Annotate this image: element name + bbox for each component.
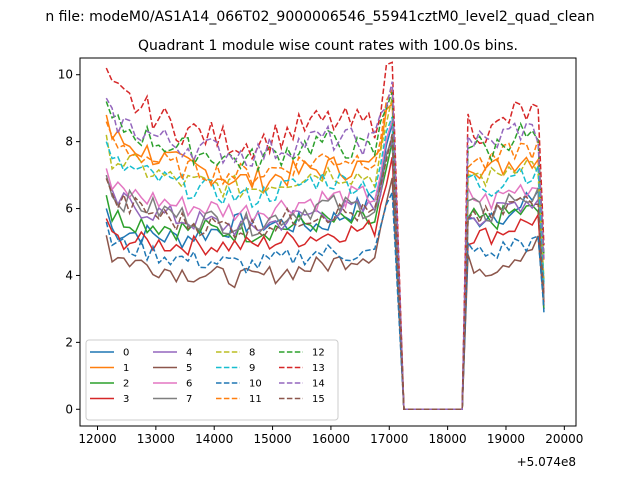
y-tick-label: 4 (65, 268, 73, 282)
y-tick-label: 0 (65, 402, 73, 416)
series-line-15 (105, 133, 545, 411)
legend-label-12: 12 (312, 348, 325, 359)
y-tick-label: 2 (65, 335, 73, 349)
axes-frame (79, 57, 577, 427)
series-line-5 (105, 177, 545, 411)
x-tick-label: 16000 (312, 432, 350, 446)
legend-label-7: 7 (186, 394, 192, 405)
x-axis: 12000 13000 14000 15000 16000 17000 18000 19000… (78, 426, 583, 446)
legend-label-6: 6 (186, 379, 192, 390)
chart-title: Quadrant 1 module wise count rates with … (138, 38, 518, 54)
x-tick-label: 20000 (545, 432, 583, 446)
y-axis: 0 2 4 6 8 10 (58, 68, 80, 416)
series-line-13 (105, 61, 545, 411)
series-line-4 (105, 139, 545, 411)
legend-label-2: 2 (123, 379, 129, 390)
series-line-3 (105, 157, 545, 411)
series-line-12 (105, 91, 545, 411)
series-line-8 (105, 97, 545, 411)
series-line-11 (105, 86, 545, 411)
legend-box (85, 339, 339, 421)
series-line-6 (105, 120, 545, 411)
legend-label-3: 3 (123, 394, 129, 405)
legend-label-1: 1 (123, 363, 129, 374)
legend-label-15: 15 (312, 394, 325, 405)
series-line-9 (105, 116, 545, 411)
series-line-14 (105, 81, 545, 411)
legend-label-9: 9 (249, 363, 255, 374)
series-line-7 (105, 136, 545, 411)
legend-label-0: 0 (123, 348, 129, 359)
series-line-10 (105, 189, 545, 411)
series-line-2 (105, 141, 545, 411)
x-tick-label: 12000 (78, 432, 116, 446)
legend-label-14: 14 (312, 379, 325, 390)
legend-label-4: 4 (186, 348, 192, 359)
y-tick-label: 10 (58, 68, 73, 82)
y-tick-label: 8 (65, 135, 73, 149)
plot-area (105, 61, 545, 411)
y-tick-label: 6 (65, 202, 73, 216)
x-offset-label: +5.074e8 (517, 455, 576, 469)
x-tick-label: 17000 (370, 432, 408, 446)
legend-label-8: 8 (249, 348, 255, 359)
x-tick-label: 18000 (429, 432, 467, 446)
suptitle: n file: modeM0/AS1A14_066T02_9000006546_… (45, 9, 594, 25)
legend-label-5: 5 (186, 363, 192, 374)
x-tick-label: 19000 (487, 432, 525, 446)
legend-label-11: 11 (249, 394, 262, 405)
x-tick-label: 13000 (137, 432, 175, 446)
x-tick-label: 15000 (253, 432, 291, 446)
series-line-1 (105, 101, 545, 411)
legend-label-13: 13 (312, 363, 325, 374)
x-tick-label: 14000 (195, 432, 233, 446)
legend-label-10: 10 (249, 379, 262, 390)
